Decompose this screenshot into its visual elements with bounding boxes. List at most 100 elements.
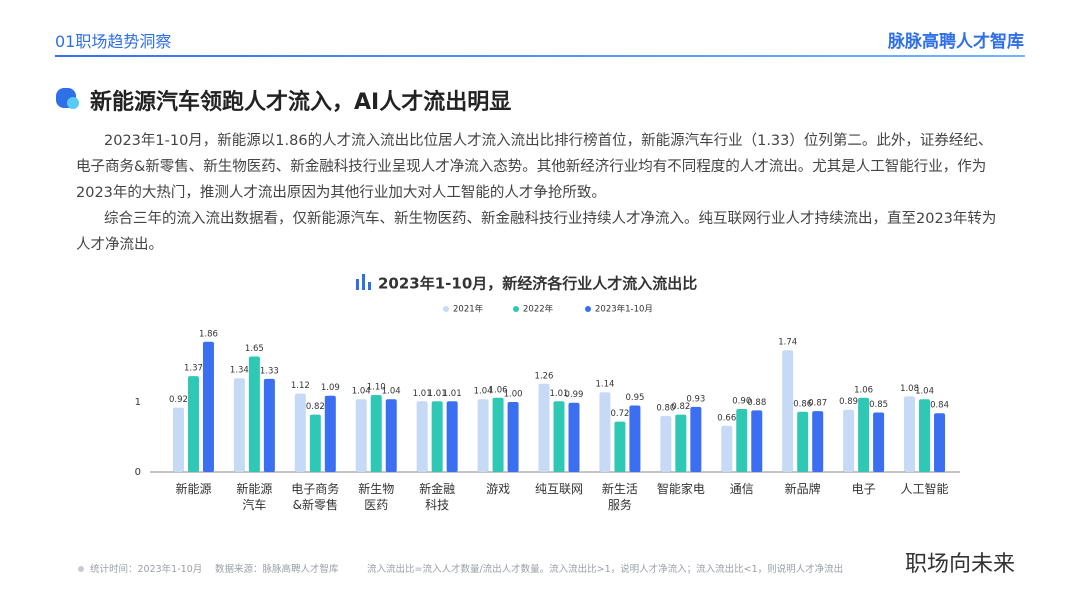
value-label: 1.01 [413,389,432,399]
value-label: 1.00 [504,390,523,400]
bar [553,401,565,472]
legend-marker [585,306,591,312]
header-left: 01职场趋势洞察 [55,32,172,51]
x-tick-label: 游戏 [486,482,510,496]
bar [675,414,687,472]
value-label: 0.86 [793,399,812,409]
footer-time: 统计时间：2023年1-10月 [78,561,202,575]
watermark: 职场向未来 [905,552,1016,577]
bar [904,396,916,472]
bar [446,401,458,472]
x-tick-label: 电子 [852,482,876,496]
y-tick-label: 0 [135,467,141,478]
value-label: 0.88 [747,398,766,408]
value-label: 1.14 [595,380,614,390]
bar [431,401,443,472]
bar [751,410,763,472]
x-tick-label: 通信 [730,482,754,496]
value-label: 0.72 [610,409,629,419]
section-title: 新能源汽车领跑人才流入，AI人才流出明显 [90,90,512,115]
bar [294,393,306,472]
legend-label: 2022年 [523,304,554,315]
value-label: 1.10 [367,383,386,393]
x-tick-label: 新能源汽车 [236,481,272,512]
bar [477,399,489,472]
bar [736,409,748,472]
value-label: 1.01 [550,389,569,399]
x-tick-label: 新生活服务 [602,481,638,512]
value-label: 1.06 [489,385,508,395]
value-label: 1.04 [382,387,401,397]
bar [660,416,672,472]
value-label: 0.87 [808,399,827,409]
footer-time-text: 统计时间：2023年1-10月 [90,564,203,575]
bar [599,392,611,472]
paragraph: 综合三年的流入流出数据看，仅新能源汽车、新生物医药、新金融科技行业持续人才净流入… [76,211,997,253]
value-label: 1.06 [854,385,873,395]
bar [355,399,367,472]
value-label: 0.99 [565,390,584,400]
bar [492,397,504,472]
legend-marker [513,306,519,312]
y-tick-label: 1 [135,397,141,408]
value-label: 1.08 [900,384,919,394]
value-label: 0.80 [656,404,675,414]
value-label: 1.33 [260,366,279,376]
value-label: 0.89 [839,397,858,407]
bar [934,413,946,472]
value-label: 1.37 [184,364,203,374]
value-label: 0.66 [717,413,736,423]
value-label: 0.95 [625,393,644,403]
bar [812,411,824,472]
section-icon [56,88,79,109]
footer-source: 数据来源：脉脉高聘人才智库 [215,564,339,575]
chart-title: 2023年1-10月，新经济各行业人才流入流出比 [378,275,697,293]
bar [782,350,794,472]
bar [507,402,519,472]
bar [187,376,199,472]
bar [248,356,260,472]
value-label: 1.04 [352,387,371,397]
footer-note: 流入流出比=流入人才数量/流出人才数量。流入流出比>1，说明人才净流入；流入流出… [367,564,844,575]
value-label: 0.85 [869,400,888,410]
value-label: 0.90 [732,397,751,407]
bar [263,378,275,472]
value-label: 0.82 [306,402,325,412]
bar [690,406,702,472]
chart-title-icon [356,274,371,290]
bar [873,412,885,472]
x-tick-label: 电子商务&新零售 [291,481,339,512]
header-line [55,55,1025,57]
value-label: 1.26 [535,371,554,381]
bar [629,405,641,472]
bar [309,414,321,472]
x-tick-label: 新能源 [175,481,211,496]
x-tick-label: 智能家电 [657,481,705,496]
value-label: 0.92 [169,395,188,405]
bar [172,407,184,472]
value-label: 1.04 [474,387,493,397]
value-label: 1.01 [428,389,447,399]
value-label: 1.65 [245,344,264,354]
bar [385,399,397,472]
legend-marker [443,306,449,312]
paragraph: 2023年1-10月，新能源以1.86的人才流入流出比位居人才流入流出比排行榜首… [76,133,993,201]
paragraphs: 2023年1-10月，新能源以1.86的人才流入流出比位居人才流入流出比排行榜首… [76,128,1010,258]
bar [370,395,382,472]
bar [233,378,245,472]
value-label: 1.86 [199,329,218,339]
x-tick-label: 新生物医药 [358,481,394,512]
bar [324,395,336,472]
bar [858,397,870,472]
x-tick-label: 新品牌 [785,481,821,496]
value-label: 1.04 [915,387,934,397]
value-label: 0.93 [686,394,705,404]
value-label: 1.34 [230,366,249,376]
header-right: 脉脉高聘人才智库 [888,32,1024,52]
bar [416,401,428,472]
value-label: 0.82 [671,402,690,412]
legend-label: 2021年 [453,304,484,315]
x-tick-label: 新金融科技 [419,481,455,512]
